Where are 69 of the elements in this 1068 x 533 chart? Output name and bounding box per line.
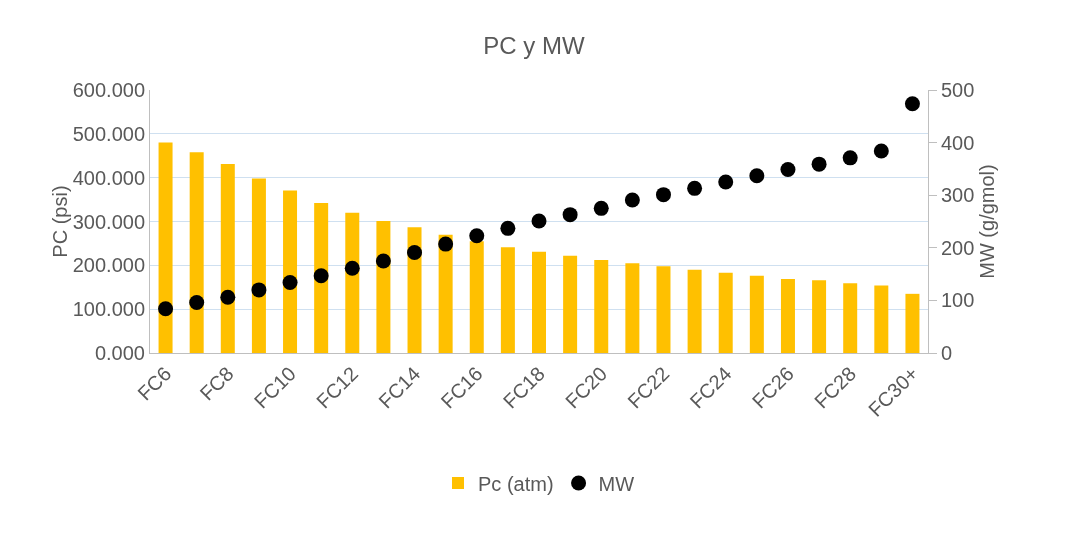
bar [158,142,173,353]
y-tick-label: 0.000 [94,342,145,364]
y-tick-label: 200.000 [72,254,145,277]
point [375,253,391,269]
bar [407,227,422,353]
point [593,200,609,216]
bar [220,164,235,353]
point [718,174,734,190]
bar [780,278,795,353]
chart-title: PC y MW [483,32,585,60]
point [407,245,423,261]
point [904,96,920,112]
point [780,161,796,177]
point [469,228,485,244]
bar [905,293,920,353]
point [344,260,360,276]
bar [594,260,609,353]
point [562,207,578,223]
bar [563,255,578,353]
y-tick-label: 500.000 [72,122,145,145]
y-tick-label: 300.000 [72,210,145,233]
bar [376,221,391,353]
point [282,275,298,291]
x-tick-label: FC6 [133,362,176,405]
bar [189,152,204,353]
y2-axis-title: MW (g/gmol) [976,164,999,279]
y2-tick-label: 100 [941,289,975,312]
bar [749,275,764,353]
legend-label: MW [598,472,635,495]
point [749,168,765,184]
point [687,180,703,196]
bar [874,285,889,353]
point [624,192,640,208]
point [251,282,267,298]
bar [532,251,546,353]
bar [345,212,360,353]
y2-tick-label: 300 [941,184,975,207]
bar [687,269,702,353]
point [811,156,827,172]
legend-label: Pc (atm) [478,472,554,495]
x-tick-label: FC8 [195,362,238,405]
y-tick-label: 100.000 [72,298,145,321]
bar [469,241,484,353]
bar [283,190,298,353]
point [189,295,205,310]
point [220,289,236,305]
bar [718,272,733,353]
point [158,301,174,317]
bar [656,266,671,353]
y-axis-title: PC (psi) [48,185,71,258]
point [500,220,516,236]
point [531,213,547,229]
bar [812,280,827,353]
point [438,236,454,252]
bar [251,178,266,353]
y2-tick-label: 500 [941,79,975,101]
y-tick-label: 600.000 [72,79,145,101]
point [873,143,889,159]
point [842,150,858,166]
bar [314,203,329,353]
point [313,268,329,284]
bar [843,283,858,353]
y2-tick-label: 200 [941,236,975,259]
y-tick-label: 400.000 [72,166,145,189]
y2-tick-label: 0 [941,342,953,364]
bar [625,263,640,353]
y2-tick-label: 400 [941,131,975,154]
bar [500,247,515,353]
point [655,187,671,203]
